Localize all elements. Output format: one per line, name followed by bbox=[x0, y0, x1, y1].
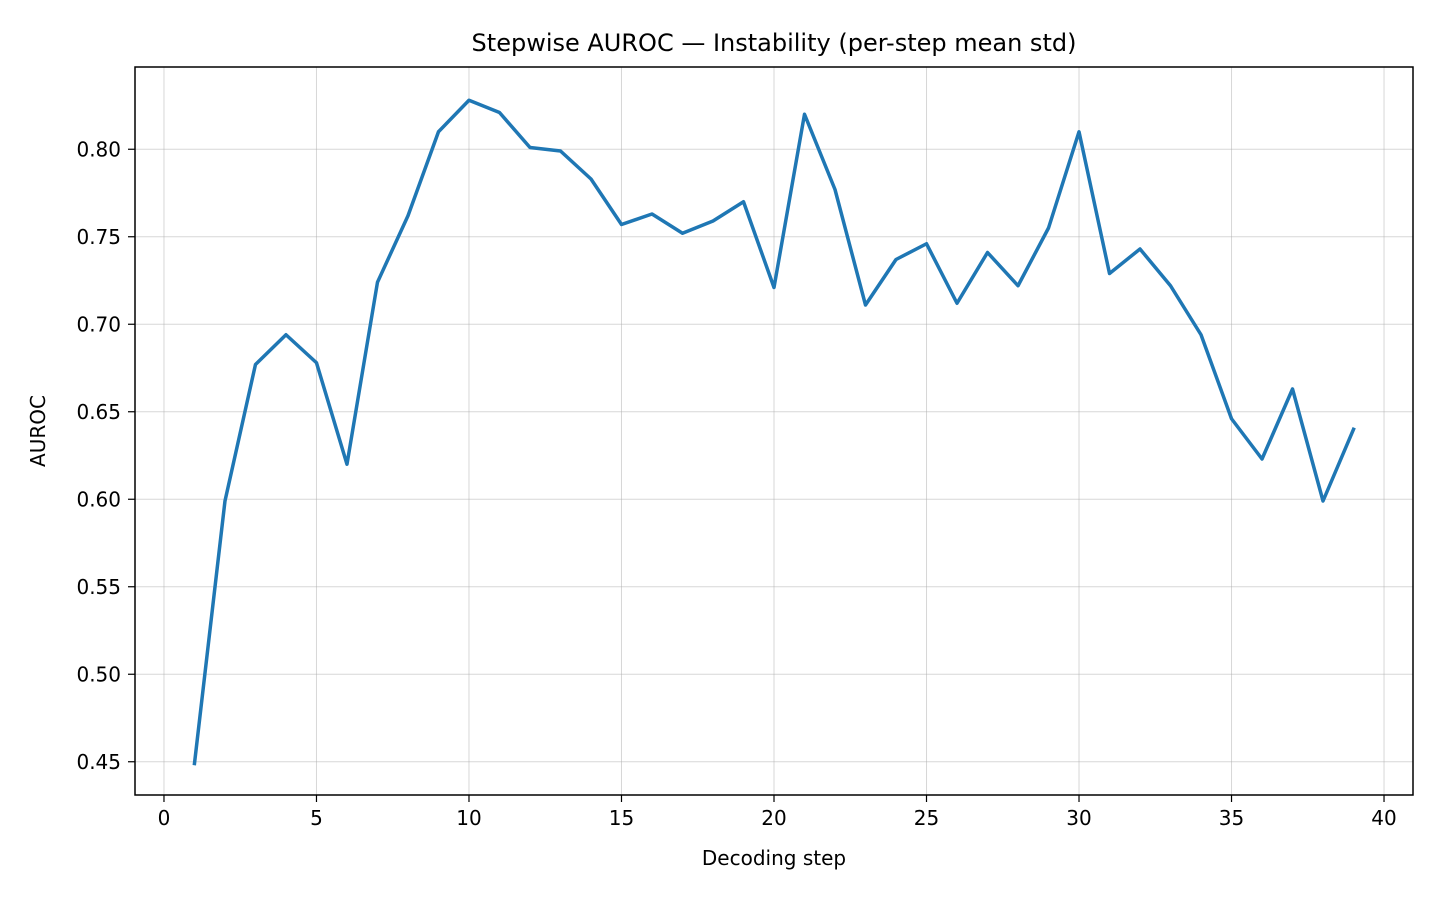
y-tick-label: 0.60 bbox=[76, 487, 121, 511]
x-tick-label: 30 bbox=[1066, 806, 1091, 830]
y-axis-label: AUROC bbox=[26, 395, 50, 467]
chart-title: Stepwise AUROC — Instability (per-step m… bbox=[472, 29, 1077, 57]
y-tick-label: 0.55 bbox=[76, 575, 121, 599]
x-tick-label: 25 bbox=[914, 806, 939, 830]
x-tick-label: 20 bbox=[761, 806, 786, 830]
x-tick-label: 35 bbox=[1219, 806, 1244, 830]
y-tick-label: 0.50 bbox=[76, 662, 121, 686]
x-tick-label: 15 bbox=[609, 806, 634, 830]
series-layer bbox=[192, 98, 1356, 766]
y-tick-label: 0.45 bbox=[76, 750, 121, 774]
y-tick-label: 0.75 bbox=[76, 225, 121, 249]
x-tick-label: 10 bbox=[456, 806, 481, 830]
series-line bbox=[192, 98, 1356, 766]
axis-ticks: 0 5 10 15 20 25 30 35 40 0.45 0.50 0.55 0.60 0.65 0.70… bbox=[76, 137, 1396, 830]
y-tick-label: 0.80 bbox=[76, 137, 121, 161]
x-tick-label: 40 bbox=[1371, 806, 1396, 830]
x-tick-label: 0 bbox=[158, 806, 171, 830]
x-axis-label: Decoding step bbox=[702, 846, 846, 870]
grid-lines bbox=[135, 67, 1413, 795]
x-tick-label: 5 bbox=[310, 806, 323, 830]
y-tick-label: 0.70 bbox=[76, 312, 121, 336]
y-tick-label: 0.65 bbox=[76, 400, 121, 424]
